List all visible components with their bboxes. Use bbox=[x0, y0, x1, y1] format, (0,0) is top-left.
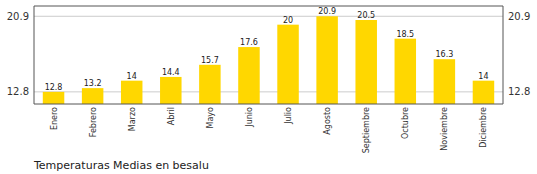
y-axis-line bbox=[34, 6, 35, 104]
x-tick-label: Febrero bbox=[89, 107, 98, 137]
data-label: 14 bbox=[127, 72, 137, 81]
title: Temperaturas Medias en besalu bbox=[33, 159, 209, 172]
bars bbox=[43, 16, 494, 104]
x-axis-line bbox=[34, 104, 503, 105]
x-tick-label: Abril bbox=[167, 107, 176, 125]
y-tick-label: 12.8 bbox=[7, 86, 29, 97]
x-tick-label: Octubre bbox=[401, 107, 410, 139]
data-label: 20.5 bbox=[357, 11, 375, 20]
grid-line bbox=[34, 16, 503, 17]
bar bbox=[277, 25, 298, 104]
bar bbox=[121, 81, 142, 104]
data-label: 16.3 bbox=[435, 50, 453, 59]
bar bbox=[395, 39, 416, 104]
data-label: 20.9 bbox=[318, 7, 336, 16]
bar bbox=[82, 88, 103, 104]
bar bbox=[43, 92, 64, 104]
x-tick-label: Mayo bbox=[206, 107, 215, 129]
bar bbox=[316, 16, 337, 104]
bar bbox=[434, 59, 455, 104]
data-label: 14.4 bbox=[162, 68, 180, 77]
bar bbox=[199, 65, 220, 104]
data-label: 13.2 bbox=[84, 79, 102, 88]
x-tick-label: Agosto bbox=[323, 107, 332, 135]
x-tick-label: Marzo bbox=[128, 107, 137, 131]
chart-container: 12.8 12.8 20.9 20.9 12.8 13.2 14 14.4 15.7 17.6 20… bbox=[0, 0, 537, 174]
plot-top-line bbox=[34, 6, 503, 7]
bar bbox=[473, 81, 494, 104]
data-label: 15.7 bbox=[201, 56, 219, 65]
bar bbox=[160, 77, 181, 104]
y2-tick-label: 20.9 bbox=[508, 11, 530, 22]
x-tick-label: Septiembre bbox=[362, 107, 371, 153]
data-label: 18.5 bbox=[396, 30, 414, 39]
y-tick-label: 20.9 bbox=[7, 11, 29, 22]
data-label: 17.6 bbox=[240, 38, 258, 47]
bar bbox=[238, 47, 259, 104]
y2-tick-label: 12.8 bbox=[508, 86, 530, 97]
chart-svg: 12.8 12.8 20.9 20.9 12.8 13.2 14 14.4 15.7 17.6 20… bbox=[0, 0, 537, 174]
data-label: 20 bbox=[283, 16, 293, 25]
data-label: 14 bbox=[478, 72, 488, 81]
x-tick-label: Noviembre bbox=[440, 107, 449, 151]
data-label: 12.8 bbox=[45, 83, 63, 92]
x-tick-label: Diciembre bbox=[479, 107, 488, 148]
y2-axis-line bbox=[503, 6, 504, 104]
x-tick-label: Enero bbox=[50, 107, 59, 130]
grid-line bbox=[34, 91, 503, 92]
x-tick-label: Julio bbox=[284, 107, 293, 125]
x-tick-label: Junio bbox=[245, 107, 254, 128]
bar bbox=[355, 20, 376, 104]
